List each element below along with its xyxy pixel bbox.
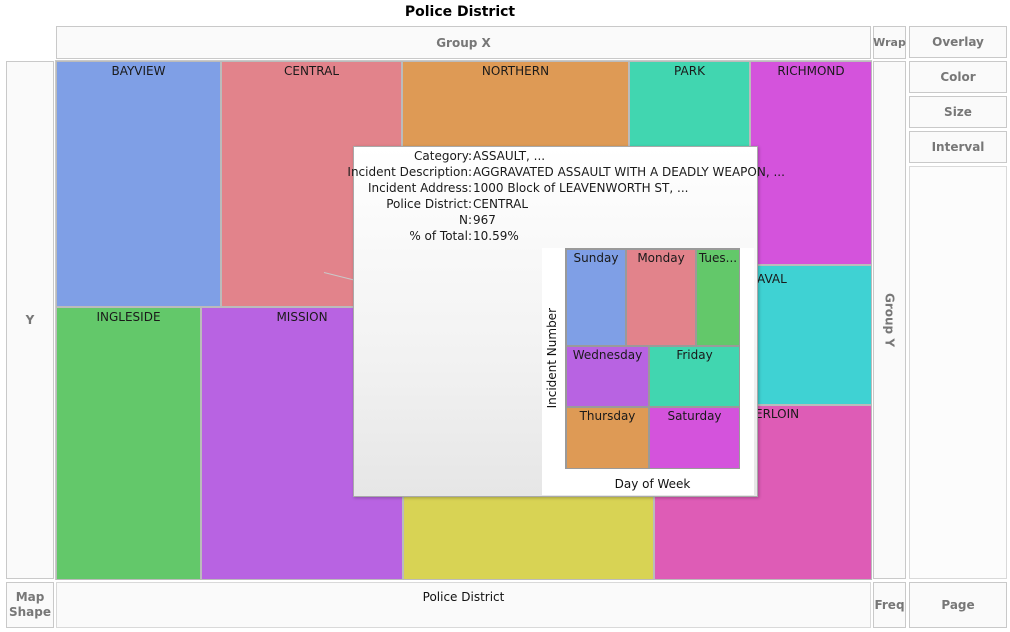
treemap-cell-label: BAYVIEW	[111, 64, 166, 78]
map-shape-zone[interactable]: Map Shape	[6, 582, 54, 628]
tooltip-key: Incident Address:	[367, 181, 472, 195]
group-y-zone[interactable]: Group Y	[873, 61, 906, 579]
tooltip-key: N:	[458, 213, 472, 227]
mini-cell-thursday: Thursday	[566, 407, 649, 469]
treemap-cell-label: INGLESIDE	[96, 310, 161, 324]
mini-cell-label: Wednesday	[572, 348, 643, 362]
tooltip-row-description: Incident Description: AGGRAVATED ASSAULT…	[347, 165, 785, 181]
treemap-cell-bayview[interactable]: BAYVIEW	[56, 61, 221, 307]
treemap-cell-ingleside[interactable]: INGLESIDE	[56, 307, 201, 580]
mini-chart-y-label: Incident Number	[545, 308, 559, 409]
mini-cell-monday: Monday	[626, 249, 696, 346]
overlay-zone[interactable]: Overlay	[909, 26, 1007, 58]
mini-cell-saturday: Saturday	[649, 407, 740, 469]
treemap-cell-richmond[interactable]: RICHMOND	[750, 61, 872, 265]
color-zone[interactable]: Color	[909, 61, 1007, 93]
mini-cell-wednesday: Wednesday	[566, 346, 649, 407]
mini-cell-sunday: Sunday	[566, 249, 626, 346]
tooltip-row-category: Category: ASSAULT, ...	[354, 149, 759, 165]
tooltip-row-district: Police District: CENTRAL	[354, 197, 759, 213]
tooltip-key: Police District:	[386, 197, 472, 211]
graph-title: Police District	[404, 4, 516, 20]
tooltip-row-n: N: 967	[354, 213, 759, 229]
wrap-zone[interactable]: Wrap	[873, 26, 906, 59]
mini-cell-friday: Friday	[649, 346, 740, 407]
treemap-cell-label: CENTRAL	[283, 64, 339, 78]
mini-cell-label: Sunday	[573, 251, 619, 265]
treemap-cell-taraval[interactable]: AVAL	[750, 265, 872, 405]
tooltip-value: CENTRAL	[473, 197, 529, 211]
y-zone[interactable]: Y	[6, 61, 54, 579]
size-zone[interactable]: Size	[909, 96, 1007, 128]
tooltip-row-percent: % of Total: 10.59%	[354, 229, 759, 245]
mini-cell-tuesday: Tues...	[696, 249, 740, 346]
tooltip-value: AGGRAVATED ASSAULT WITH A DEADLY WEAPON,…	[473, 165, 785, 179]
tooltip-value: ASSAULT, ...	[473, 149, 546, 163]
tooltip-value: 967	[473, 213, 496, 227]
treemap-cell-label: AVAL	[757, 272, 787, 286]
page-zone[interactable]: Page	[909, 582, 1007, 628]
group-y-label: Group Y	[882, 292, 897, 347]
tooltip-key: Incident Description:	[347, 165, 472, 179]
hover-tooltip: Category: ASSAULT, ... Incident Descript…	[347, 146, 785, 497]
treemap-cell-label: PARK	[674, 64, 705, 78]
group-x-zone[interactable]: Group X	[56, 26, 871, 59]
tooltip-row-address: Incident Address: 1000 Block of LEAVENWO…	[354, 181, 759, 197]
mini-chart-x-label: Day of Week	[614, 477, 691, 491]
tooltip-value: 10.59%	[473, 229, 519, 243]
mini-cell-label: Thursday	[579, 409, 636, 423]
mini-cell-label: Saturday	[667, 409, 722, 423]
tooltip-key: Category:	[414, 149, 472, 163]
freq-zone[interactable]: Freq	[873, 582, 906, 628]
treemap-cell-label: NORTHERN	[481, 64, 550, 78]
treemap-cell-label: MISSION	[276, 310, 328, 324]
tooltip-key: % of Total:	[409, 229, 472, 243]
mini-cell-label: Monday	[637, 251, 685, 265]
mini-cell-label: Friday	[676, 348, 713, 362]
x-axis-label: Police District	[422, 590, 505, 604]
treemap-cell-label: RICHMOND	[777, 64, 845, 78]
tooltip-value: 1000 Block of LEAVENWORTH ST, ...	[473, 181, 689, 195]
treemap-cell-label: ERLOIN	[755, 407, 800, 421]
interval-zone[interactable]: Interval	[909, 131, 1007, 163]
mini-cell-label: Tues...	[698, 251, 738, 265]
right-empty-zone	[909, 166, 1007, 579]
mini-chart: Incident Number Sunday Monday Tues... We…	[542, 248, 754, 495]
x-axis-zone[interactable]: Police District	[56, 582, 871, 628]
mini-chart-plot: Sunday Monday Tues... Wednesday Friday T…	[565, 248, 740, 469]
